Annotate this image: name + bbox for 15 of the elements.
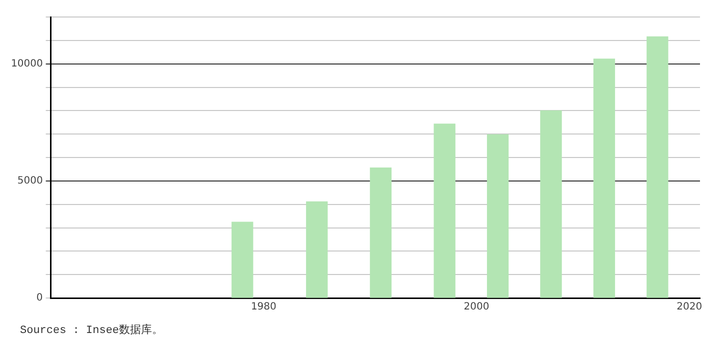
x-tick-label: 2000 [464,302,490,313]
y-tick-label: 10000 [11,58,43,70]
y-tick-label: 0 [36,292,43,304]
bar [593,58,616,298]
y-tick-label: 5000 [17,176,43,187]
bar [434,124,456,298]
bar [646,36,668,298]
bar [486,134,509,298]
bar [232,222,254,298]
source-note: Sources : Insee数据库。 [20,323,164,337]
bar [370,167,392,298]
x-tick-label: 2020 [676,302,702,313]
bar [540,110,562,298]
bar [306,201,328,298]
x-tick-label: 1980 [250,302,276,313]
